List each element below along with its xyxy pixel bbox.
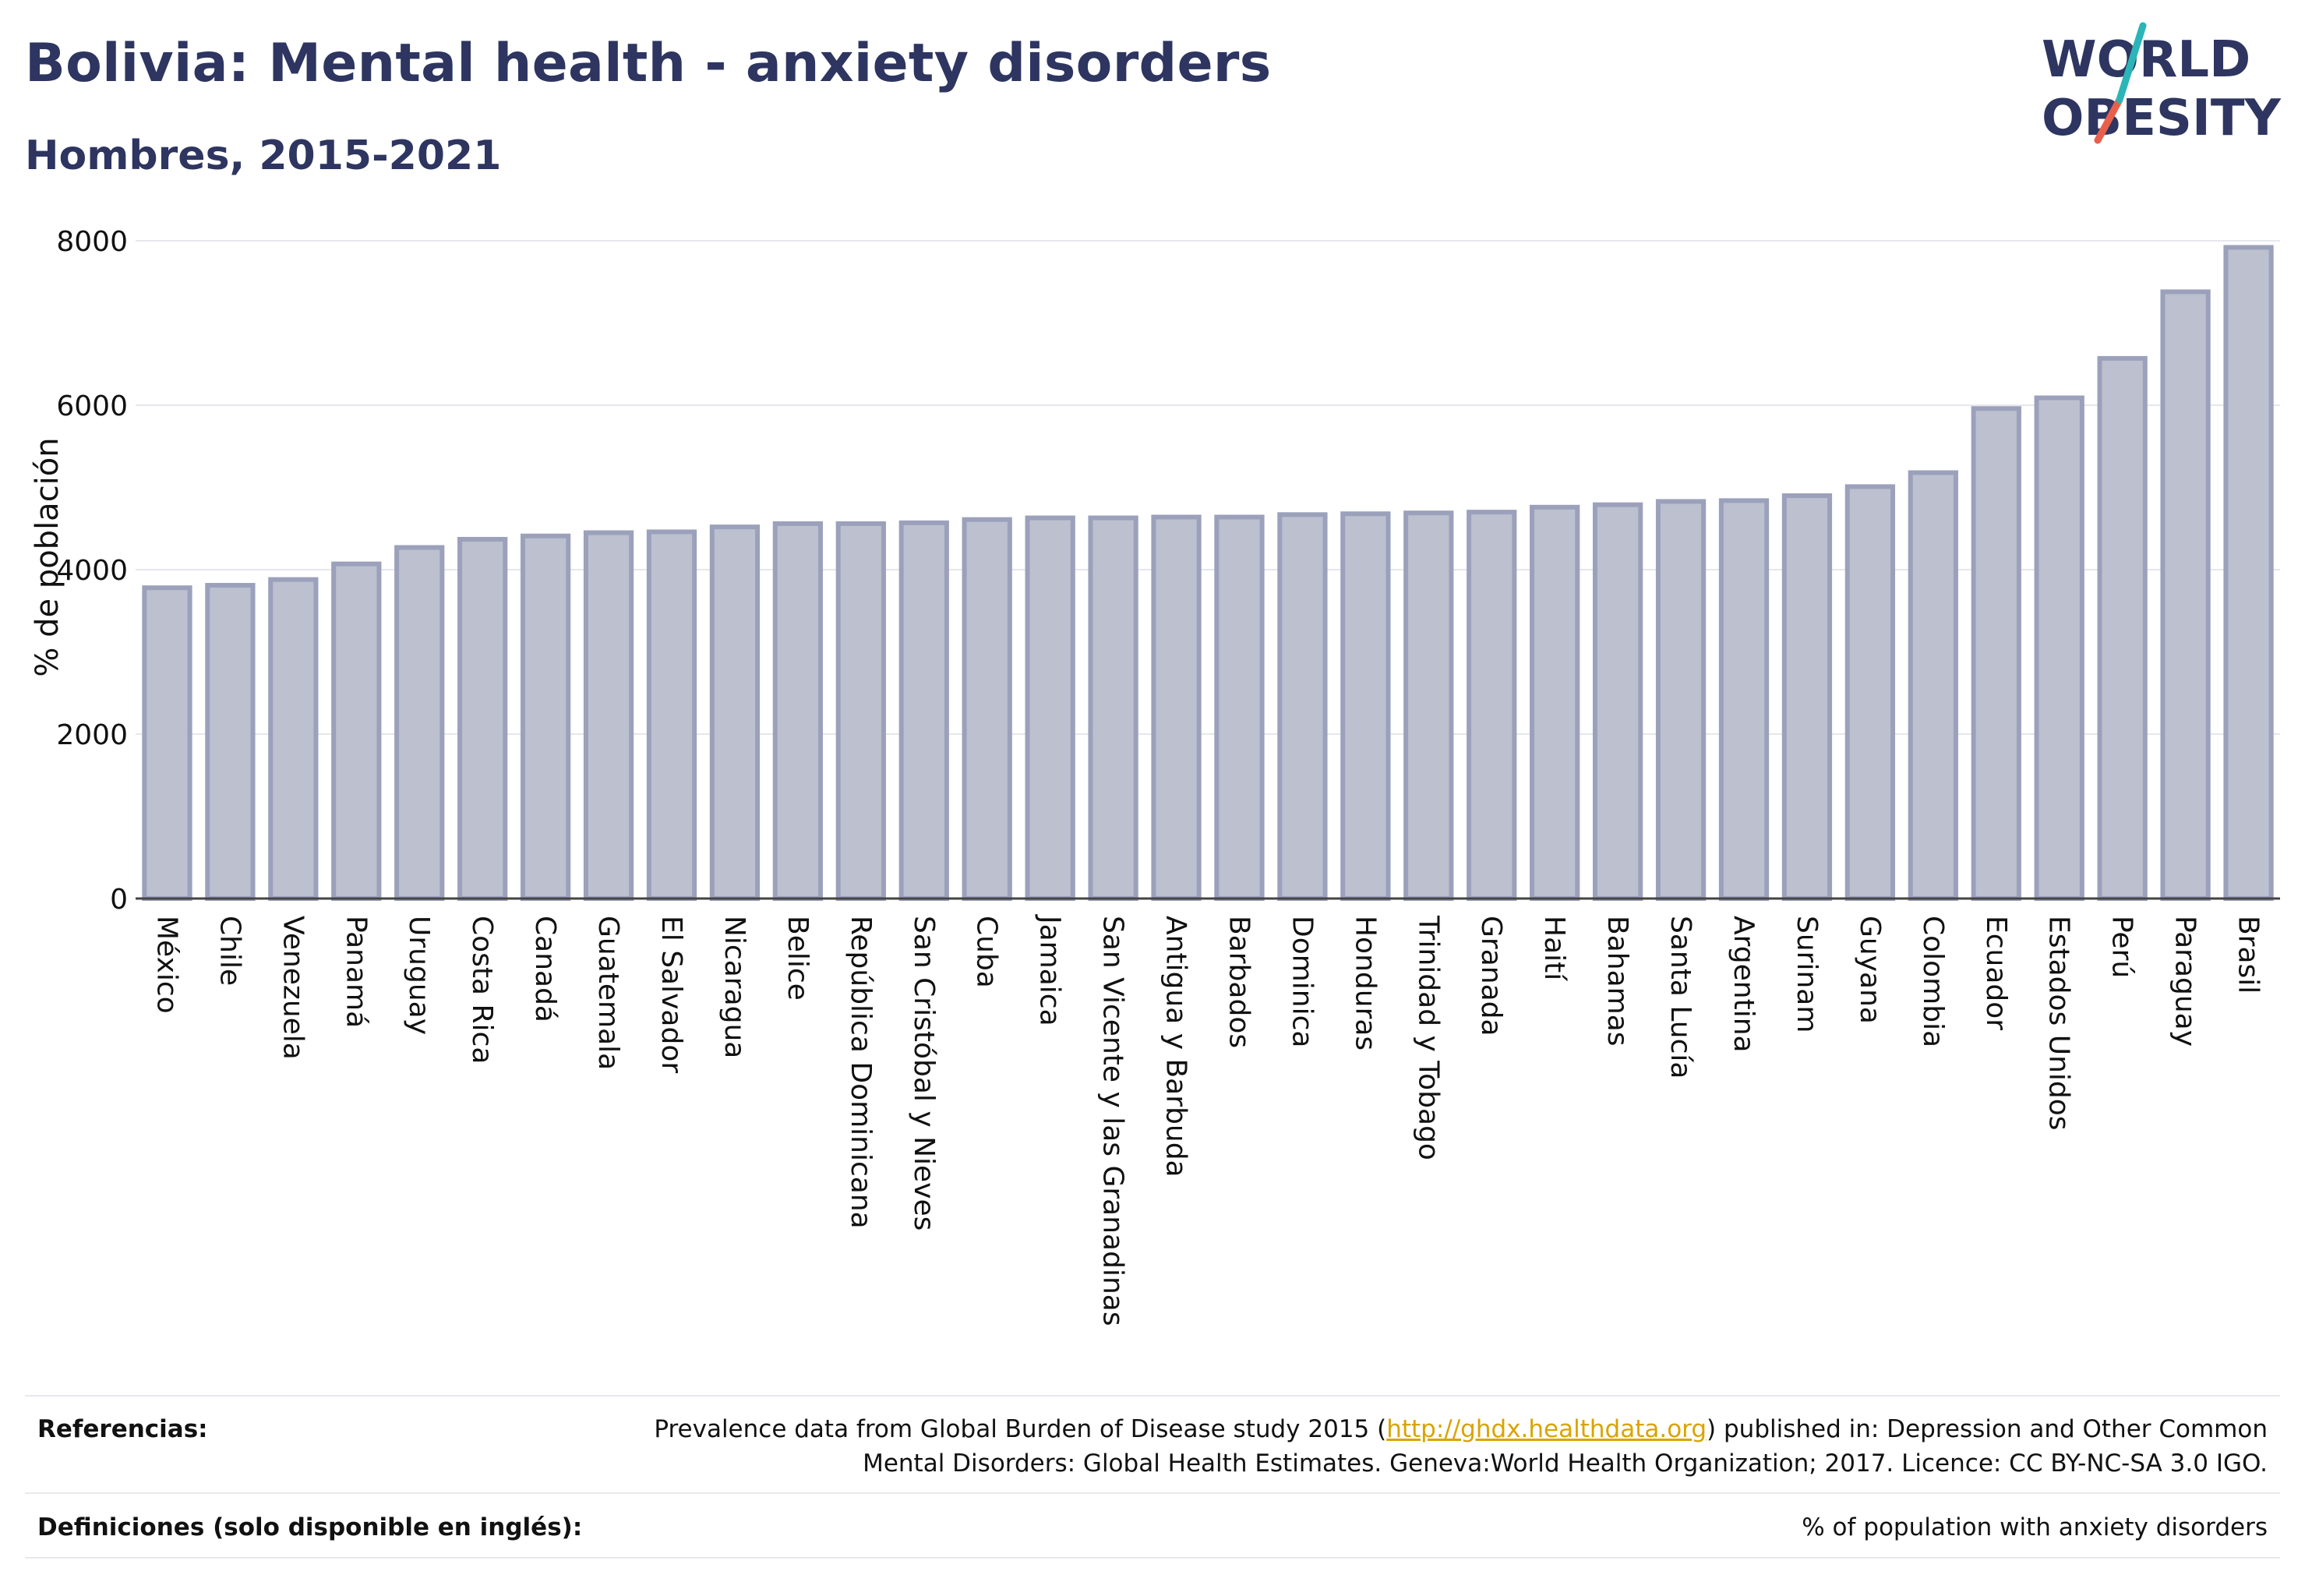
y-tick-label: 0	[110, 884, 128, 916]
bar-7	[583, 530, 634, 901]
x-tick-label: Guatemala	[592, 916, 624, 1070]
x-tick-label: Santa Lucía	[1664, 916, 1696, 1079]
bar-0	[142, 585, 192, 901]
references-text: Prevalence data from Global Burden of Di…	[654, 1412, 2268, 1481]
x-tick-label: Honduras	[1349, 916, 1381, 1050]
y-axis-label: % de población	[30, 437, 65, 676]
references-label: Referencias:	[37, 1415, 208, 1443]
bar-12	[898, 520, 949, 901]
bar-25	[1718, 498, 1770, 901]
footer-divider-top	[25, 1395, 2280, 1396]
bar-18	[1277, 512, 1328, 901]
bar-22	[1530, 504, 1580, 901]
x-tick-label: Barbados	[1223, 916, 1255, 1048]
bar-5	[457, 536, 508, 901]
x-tick-label: República Dominicana	[845, 916, 877, 1229]
bar-31	[2097, 355, 2148, 902]
x-tick-label: San Vicente y las Granadinas	[1097, 916, 1129, 1326]
bar-10	[772, 521, 824, 901]
references-link[interactable]: http://ghdx.healthdata.org	[1386, 1415, 1707, 1443]
x-tick-label: Canadá	[529, 916, 561, 1022]
bar-28	[1908, 470, 1958, 901]
x-tick-label: San Cristóbal y Nieves	[908, 916, 940, 1231]
x-tick-label: Panamá	[340, 916, 372, 1028]
bar-11	[835, 521, 886, 901]
bar-13	[962, 517, 1012, 901]
x-tick-label: México	[150, 916, 182, 1014]
grid-lines	[136, 240, 2280, 735]
y-tick-label: 6000	[56, 390, 128, 422]
definitions-text: % of population with anxiety disorders	[1802, 1513, 2268, 1541]
x-tick-label: Bahamas	[1601, 916, 1633, 1047]
x-tick-label: Colombia	[1917, 916, 1949, 1047]
references-text-post: ) published in: Depression and Other Com…	[1707, 1415, 2268, 1443]
x-tick-label: Jamaica	[1034, 914, 1066, 1026]
references-text-line2: Mental Disorders: Global Health Estimate…	[863, 1449, 2268, 1478]
x-tick-label: Chile	[214, 916, 245, 986]
definitions-row: Definiciones (solo disponible en inglés)…	[25, 1510, 2280, 1549]
bar-23	[1592, 502, 1643, 901]
chart-title: Bolivia: Mental health - anxiety disorde…	[25, 33, 1272, 94]
x-tick-label: El Salvador	[655, 916, 687, 1073]
y-tick-labels: 0 2000 4000 6000 8000	[56, 226, 128, 916]
bar-30	[2034, 395, 2084, 901]
y-tick-label: 8000	[56, 226, 128, 258]
x-tick-label: Nicaragua	[718, 916, 750, 1058]
logo-line2: OBESITY	[2042, 90, 2281, 147]
bar-6	[520, 533, 571, 901]
x-tick-label: Granada	[1475, 916, 1507, 1036]
x-tick-label: Venezuela	[277, 916, 309, 1060]
bar-15	[1088, 515, 1138, 901]
bars	[142, 245, 2274, 902]
chart-subtitle: Hombres, 2015-2021	[25, 132, 502, 179]
x-tick-label: Brasil	[2233, 916, 2264, 994]
x-tick-label: Argentina	[1728, 916, 1760, 1053]
bar-17	[1214, 514, 1265, 901]
y-tick-label: 4000	[56, 555, 128, 587]
x-tick-labels: México Chile Venezuela Panamá Uruguay Costa R…	[150, 914, 2264, 1326]
bar-21	[1467, 510, 1517, 901]
bar-8	[646, 529, 697, 901]
references-text-pre: Prevalence data from Global Burden of Di…	[654, 1415, 1387, 1443]
definitions-label: Definiciones (solo disponible en inglés)…	[37, 1513, 583, 1541]
x-tick-label: Haití	[1538, 916, 1570, 981]
bar-20	[1403, 510, 1454, 901]
bar-29	[1971, 406, 2021, 902]
x-tick-label: Surinam	[1791, 916, 1823, 1033]
bar-chart: 0 2000 4000 6000 8000 México Chile Venezuela Pa…	[30, 226, 2280, 1326]
x-tick-label: Belice	[782, 916, 814, 1001]
x-tick-label: Perú	[2106, 916, 2138, 978]
bar-24	[1655, 499, 1707, 901]
x-tick-label: Costa Rica	[466, 916, 498, 1064]
x-tick-label: Dominica	[1286, 916, 1318, 1048]
logo-line1: WORLD	[2042, 31, 2250, 89]
bar-9	[709, 524, 761, 901]
bar-27	[1844, 484, 1896, 901]
x-tick-label: Trinidad y Tobago	[1412, 915, 1444, 1160]
y-tick-label: 2000	[56, 719, 128, 751]
bar-3	[331, 561, 382, 901]
bar-1	[205, 583, 256, 901]
bar-33	[2223, 245, 2274, 901]
bar-2	[268, 577, 319, 901]
references-row: Referencias: Prevalence data from Global…	[25, 1412, 2280, 1490]
bar-14	[1025, 515, 1075, 901]
world-obesity-logo: WORLD OBESITY	[2042, 22, 2281, 147]
x-tick-label: Estados Unidos	[2043, 916, 2075, 1131]
footer-divider-bottom	[25, 1557, 2280, 1559]
x-tick-label: Ecuador	[1980, 916, 2012, 1030]
x-tick-label: Paraguay	[2169, 916, 2201, 1047]
bar-32	[2160, 289, 2211, 902]
x-tick-label: Cuba	[971, 916, 1003, 988]
x-tick-label: Antigua y Barbuda	[1160, 916, 1192, 1178]
bar-26	[1781, 493, 1833, 901]
x-tick-label: Uruguay	[403, 916, 435, 1035]
bar-16	[1151, 514, 1202, 901]
footer-divider-middle	[25, 1492, 2280, 1494]
x-tick-label: Guyana	[1854, 916, 1886, 1024]
bar-4	[394, 545, 445, 901]
bar-19	[1340, 511, 1391, 901]
